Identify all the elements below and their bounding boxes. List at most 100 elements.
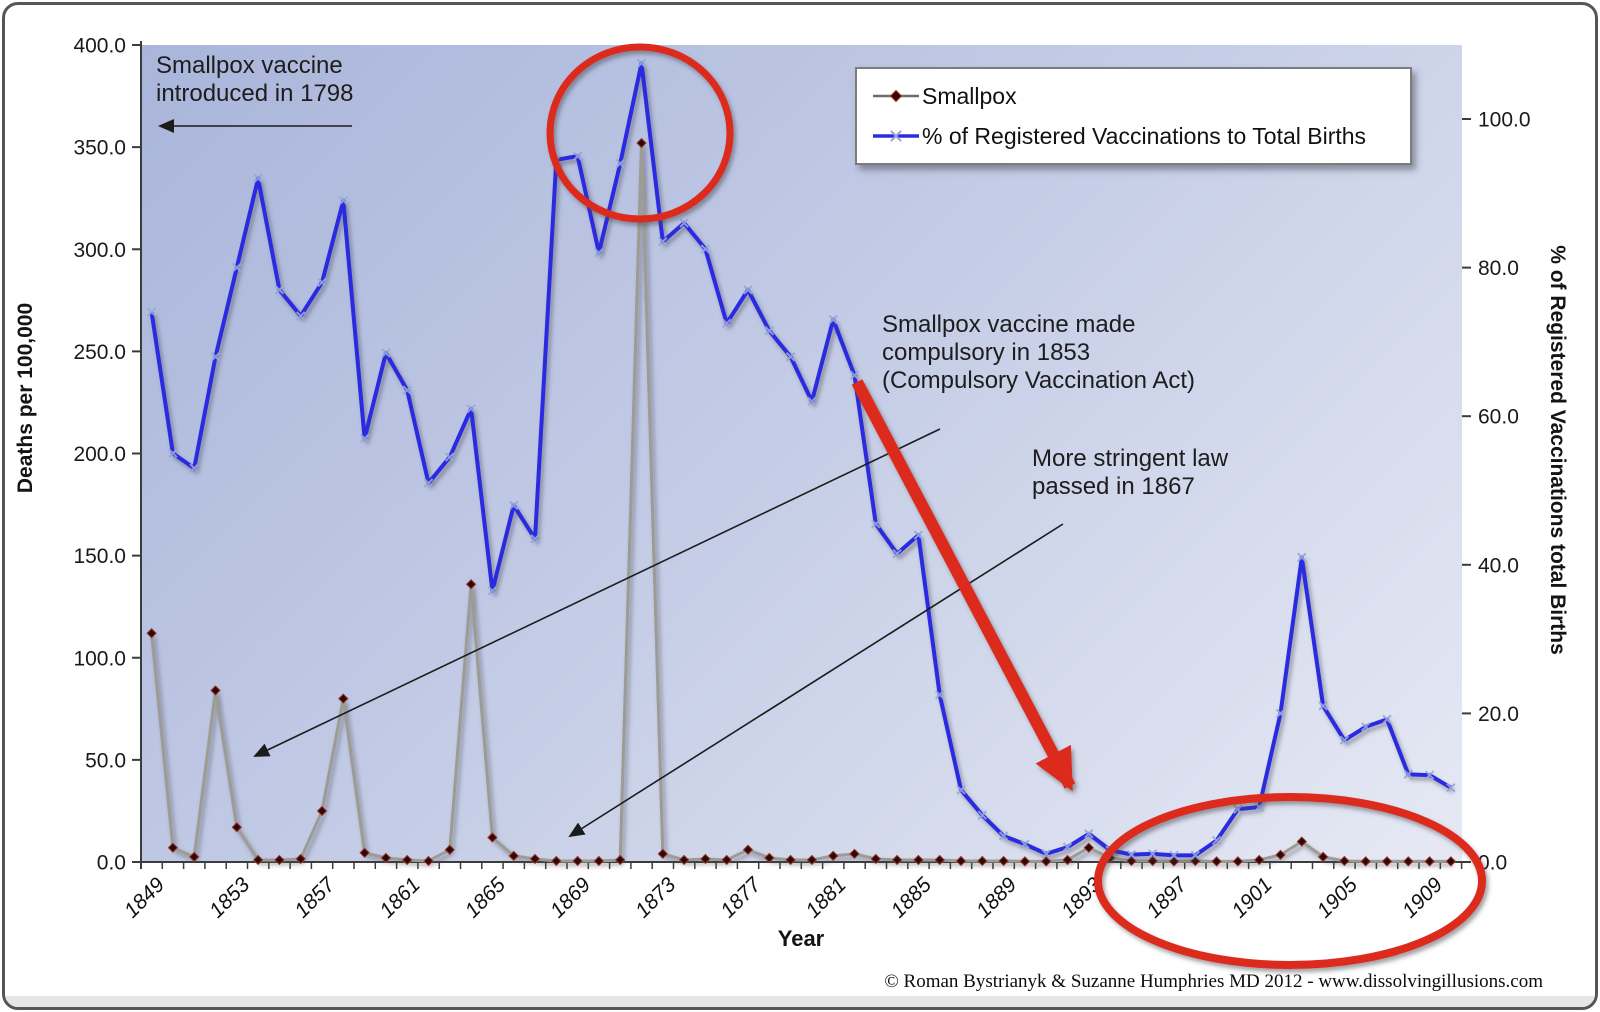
smallpox-point: [295, 853, 306, 865]
x-tick-label: 1853: [205, 873, 255, 923]
x-tick-label: 1885: [887, 873, 937, 923]
x-tick-label: 1873: [631, 873, 681, 923]
x-tick-label: 1869: [546, 873, 596, 923]
vaccination-point: [168, 448, 178, 459]
vaccination-point: [530, 534, 540, 544]
smallpox-point: [1339, 855, 1350, 867]
vaccination-point: [1211, 835, 1222, 846]
right-tick-label: 20.0: [1478, 703, 1519, 726]
x-tick-label: 1877: [716, 872, 766, 922]
smallpox-point: [465, 579, 477, 590]
right-tick-label: 80.0: [1478, 257, 1519, 280]
left-tick-label: 150.0: [73, 545, 126, 568]
right-tick-label: 60.0: [1478, 406, 1519, 429]
vaccination-point: [359, 433, 370, 444]
left-tick-label: 250.0: [73, 341, 126, 364]
smallpox-point: [593, 855, 605, 867]
legend-label: Smallpox: [922, 82, 1017, 109]
smallpox-point: [785, 854, 796, 866]
legend-label: % of Registered Vaccinations to Total Bi…: [922, 122, 1367, 149]
vaccination-point: [721, 318, 732, 329]
vaccination-point: [658, 236, 668, 247]
vaccination-point: [700, 244, 711, 254]
arrow-to-1867: [568, 523, 1064, 838]
axes-layer: 400.0 350.0 300.0 250.0 200.0 150.0 100.0 50.0 0…: [73, 35, 1530, 923]
legend: Smallpox % of Registered Vaccinations to…: [855, 67, 1412, 165]
vaccination-point: [1233, 804, 1243, 814]
vaccination-point: [423, 478, 434, 488]
annotation-line: Smallpox vaccine: [156, 52, 343, 79]
x-tick-label: 1889: [972, 873, 1022, 923]
vaccination-point: [1446, 782, 1456, 793]
smallpox-point: [614, 854, 626, 866]
smallpox-point: [1168, 856, 1180, 867]
smallpox-point: [806, 854, 818, 866]
smallpox-point: [252, 854, 264, 866]
x-tick-label: 1865: [461, 873, 511, 923]
smallpox-point: [827, 850, 839, 862]
left-tick-label: 0.0: [97, 852, 126, 875]
smallpox-point: [167, 842, 179, 853]
vaccination-point: [572, 151, 583, 161]
left-tick-label: 300.0: [73, 239, 126, 262]
smallpox-point: [423, 855, 434, 867]
vaccination-point: [1254, 802, 1264, 812]
x-tick-label: 1861: [375, 873, 424, 922]
smallpox-point: [146, 628, 157, 639]
right-tick-label: 100.0: [1478, 109, 1531, 132]
smallpox-point: [338, 693, 349, 704]
vaccination-point: [594, 248, 604, 258]
vaccination-point: [1084, 829, 1094, 839]
vaccination-point: [210, 352, 221, 362]
smallpox-point: [1211, 856, 1222, 867]
annotation-line: passed in 1867: [1032, 473, 1195, 500]
x-tick-label: 1849: [120, 873, 170, 923]
vaccination-point: [1382, 714, 1392, 725]
annotation-stringent-1867: More stringent law passed in 1867: [1032, 445, 1228, 501]
bottom-strip: [6, 996, 1594, 1007]
right-axis-title: % of Registered Vaccinations total Birth…: [1546, 245, 1569, 655]
smallpox-point: [1253, 854, 1265, 866]
vaccination-point: [1190, 850, 1201, 861]
smallpox-point: [1062, 854, 1073, 866]
smallpox-point: [955, 855, 967, 867]
arrow-to-1853: [253, 428, 941, 757]
red-ellipse-low-deaths: [1094, 793, 1486, 969]
smallpox-point: [870, 853, 882, 865]
smallpox-point: [1424, 856, 1435, 867]
vaccination-point: [253, 173, 263, 184]
vaccination-point: [956, 785, 966, 795]
smallpox-point: [891, 854, 903, 866]
vaccination-point: [381, 348, 391, 358]
smallpox-point: [401, 854, 413, 866]
vaccination-point: [636, 58, 647, 68]
legend-item-smallpox: Smallpox: [871, 83, 1396, 110]
left-tick-label: 350.0: [73, 137, 126, 160]
vaccination-point: [764, 326, 775, 336]
right-tick-label: 40.0: [1478, 554, 1519, 577]
smallpox-point: [1360, 856, 1371, 867]
series-layer: [146, 58, 1457, 867]
smallpox-point: [487, 832, 498, 843]
smallpox-point: [1296, 836, 1308, 847]
vaccination-point: [1041, 849, 1051, 859]
annotation-line: Smallpox vaccine made: [882, 311, 1136, 338]
vaccination-point: [1275, 708, 1286, 719]
red-circle-1872-peak: [546, 43, 734, 223]
vaccination-point: [402, 385, 412, 395]
vaccination-point: [1020, 839, 1030, 849]
smallpox-point: [529, 853, 541, 865]
x-axis-title: Year: [777, 926, 825, 951]
vaccination-point: [295, 311, 306, 321]
smallpox-point: [721, 854, 732, 866]
vaccination-legend-marker-icon: [873, 130, 919, 142]
smallpox-point: [998, 855, 1009, 867]
right-tick-label: 0.0: [1478, 852, 1507, 875]
vaccination-point: [871, 519, 881, 529]
vaccination-point: [1169, 850, 1179, 861]
vaccination-point: [807, 396, 817, 407]
vaccination-point: [934, 690, 945, 700]
smallpox-point: [742, 844, 754, 855]
smallpox-point: [508, 850, 519, 862]
